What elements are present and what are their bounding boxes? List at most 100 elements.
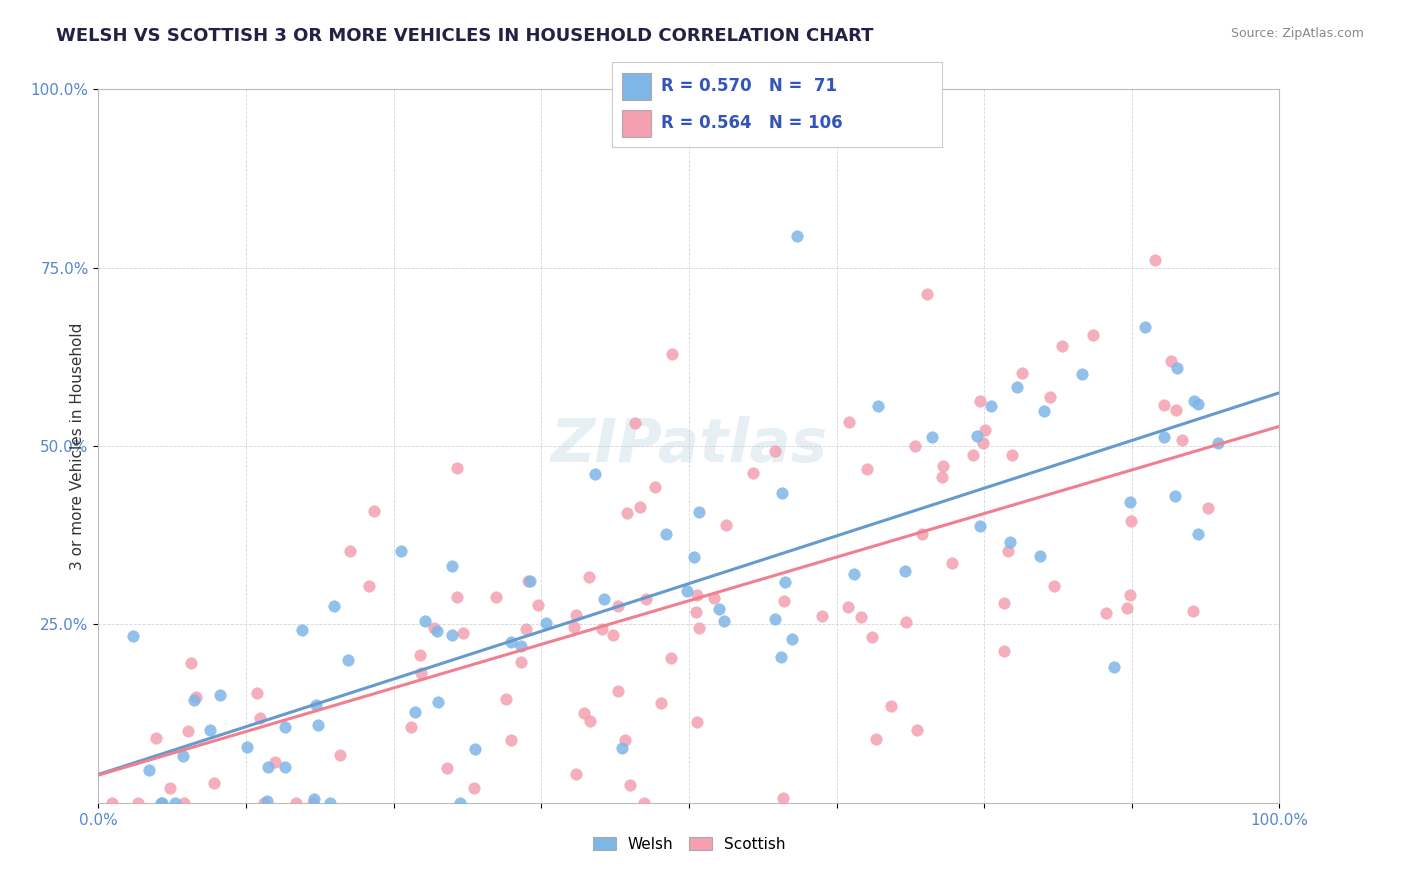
Point	[849, 609, 872, 624]
Point	[911, 526, 934, 541]
Point	[763, 612, 786, 626]
Point	[607, 684, 630, 698]
Point	[301, 796, 323, 810]
Point	[509, 656, 531, 670]
Point	[1011, 366, 1033, 380]
Point	[904, 439, 927, 453]
Point	[685, 605, 707, 619]
Point	[811, 609, 834, 624]
Point	[572, 706, 595, 720]
Point	[714, 518, 737, 533]
Point	[202, 776, 225, 790]
Point	[274, 760, 297, 774]
Point	[628, 500, 651, 514]
Point	[409, 666, 432, 681]
Point	[208, 688, 231, 702]
Point	[323, 599, 346, 613]
Point	[1029, 549, 1052, 564]
Point	[578, 570, 600, 584]
Point	[610, 741, 633, 756]
Point	[463, 780, 485, 795]
Point	[616, 506, 638, 520]
Point	[1050, 339, 1073, 353]
Point	[253, 796, 276, 810]
Point	[773, 575, 796, 590]
Point	[1181, 604, 1204, 618]
Point	[1039, 390, 1062, 404]
Point	[655, 526, 678, 541]
Point	[363, 504, 385, 518]
Text: R = 0.570   N =  71: R = 0.570 N = 71	[661, 78, 837, 95]
Point	[173, 796, 195, 810]
Point	[993, 596, 1015, 610]
Point	[772, 790, 794, 805]
Point	[246, 686, 269, 700]
Point	[404, 705, 426, 719]
Point	[451, 625, 474, 640]
Point	[1164, 489, 1187, 503]
Point	[624, 417, 647, 431]
Point	[972, 436, 994, 450]
Point	[905, 723, 928, 738]
Point	[650, 696, 672, 710]
Point	[446, 461, 468, 475]
Point	[357, 579, 380, 593]
Point	[564, 767, 586, 781]
Point	[515, 622, 537, 636]
Point	[1119, 588, 1142, 602]
Point	[686, 714, 709, 729]
Point	[856, 462, 879, 476]
Y-axis label: 3 or more Vehicles in Household: 3 or more Vehicles in Household	[69, 322, 84, 570]
Point	[165, 796, 187, 810]
Point	[1001, 448, 1024, 462]
Text: Source: ZipAtlas.com: Source: ZipAtlas.com	[1230, 27, 1364, 40]
Point	[101, 796, 124, 810]
Point	[763, 444, 786, 458]
Point	[389, 544, 412, 558]
Point	[519, 574, 541, 588]
Point	[183, 693, 205, 707]
Point	[526, 598, 548, 612]
Point	[1153, 398, 1175, 412]
Point	[339, 543, 361, 558]
Point	[198, 723, 221, 737]
Point	[256, 794, 278, 808]
Point	[860, 630, 883, 644]
Point	[969, 518, 991, 533]
Point	[1187, 527, 1209, 541]
Point	[1187, 397, 1209, 411]
Point	[1197, 501, 1219, 516]
Point	[865, 731, 887, 746]
Point	[149, 796, 172, 810]
Point	[127, 796, 149, 810]
Point	[145, 731, 167, 745]
Point	[426, 624, 449, 638]
Point	[122, 629, 145, 643]
Point	[993, 644, 1015, 658]
Point	[1119, 495, 1142, 509]
Point	[931, 470, 953, 484]
Point	[688, 505, 710, 519]
Point	[290, 624, 312, 638]
Point	[436, 761, 458, 775]
Point	[966, 429, 988, 443]
Point	[880, 698, 903, 713]
Point	[440, 558, 463, 573]
Point	[997, 543, 1019, 558]
Point	[1116, 600, 1139, 615]
Point	[619, 778, 641, 792]
Point	[602, 627, 624, 641]
Point	[422, 621, 444, 635]
Point	[686, 588, 709, 602]
Point	[1071, 368, 1094, 382]
Point	[915, 287, 938, 301]
Point	[264, 755, 287, 769]
Point	[688, 621, 710, 635]
Point	[634, 592, 657, 607]
Point	[941, 556, 963, 570]
Point	[284, 796, 307, 810]
Point	[713, 614, 735, 628]
Point	[842, 566, 865, 581]
Point	[707, 601, 730, 615]
Point	[495, 692, 517, 706]
